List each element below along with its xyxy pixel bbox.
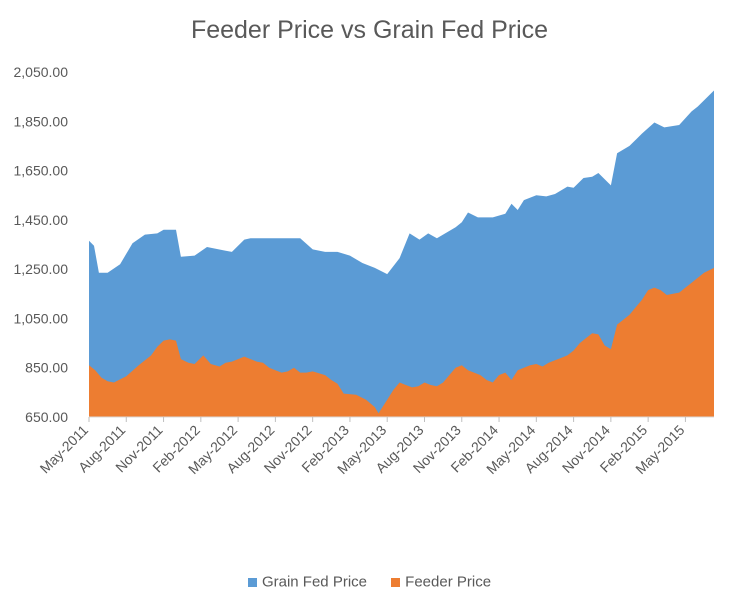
plot-area (89, 90, 714, 418)
legend-item-grain-fed-price: Grain Fed Price (247, 573, 367, 591)
series-area-grain-fed-price (89, 90, 714, 417)
legend-label-feeder-price: Feeder Price (405, 573, 492, 591)
series-area-feeder-price (89, 267, 714, 417)
x-axis: May-2011Aug-2011Nov-2011Feb-2012May-2012… (37, 417, 688, 477)
legend-item-feeder-price: Feeder Price (391, 573, 491, 591)
y-axis: 650.00 850.00 1,050.00 1,250.00 1,450.00 1,65… (14, 64, 69, 425)
legend-swatch-grain-fed-price (247, 577, 257, 587)
chart-title: Feeder Price vs Grain Fed Price (190, 16, 549, 44)
legend-label-grain-fed-price: Grain Fed Price (261, 573, 367, 591)
y-tick-label: 2,050.00 (14, 64, 69, 80)
y-tick-label: 650.00 (25, 409, 68, 425)
legend: Grain Fed Price Feeder Price (0, 573, 739, 591)
y-tick-label: 1,650.00 (14, 163, 69, 179)
y-tick-label: 1,250.00 (14, 261, 69, 277)
legend-swatch-feeder-price (391, 577, 401, 587)
y-tick-label: 1,450.00 (14, 212, 69, 228)
y-tick-label: 850.00 (25, 360, 68, 376)
y-tick-label: 1,050.00 (14, 310, 69, 326)
y-tick-label: 1,850.00 (14, 113, 69, 129)
